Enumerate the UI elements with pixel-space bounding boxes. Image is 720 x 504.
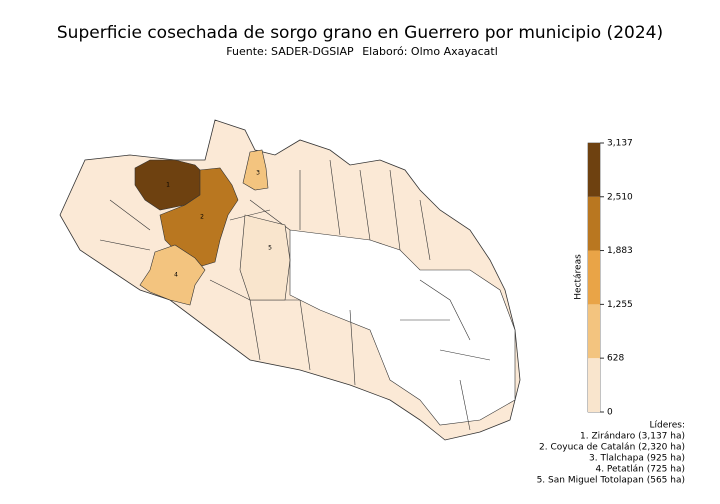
municipality: [242, 149, 269, 191]
municipality: [239, 214, 291, 301]
leader-entry: 3. Tlalchapa (925 ha): [589, 454, 685, 464]
colorbar-tick-label: 1,883: [607, 246, 633, 256]
colorbar-tick-label: 0: [607, 408, 613, 418]
map-rank-label: 5: [268, 245, 272, 252]
leader-municipalities: 1 2 3 4 5: [134, 149, 291, 306]
title: Superficie cosechada de sorgo grano en G…: [57, 23, 663, 43]
map-rank-label: 3: [256, 170, 260, 177]
state-map: [59, 119, 521, 441]
colorbar-tick-label: 628: [607, 354, 624, 364]
colorbar-tick-label: 1,255: [607, 300, 633, 310]
leader-entry: 4. Petatlán (725 ha): [595, 465, 685, 475]
colorbar-tick-label: 3,137: [607, 139, 633, 149]
municipality: [139, 244, 206, 306]
municipality: [159, 167, 239, 269]
colorbar-band: [588, 250, 600, 305]
colorbar-band: [588, 304, 600, 359]
leaders-heading: Líderes:: [649, 421, 685, 431]
leader-entry: 5. San Miguel Totolapan (565 ha): [537, 476, 685, 486]
leader-entry: 1. Zirándaro (3,137 ha): [580, 432, 685, 442]
colorbar-band: [588, 196, 600, 251]
author: Elaboró: Olmo Axayacatl: [362, 45, 498, 58]
map-rank-label: 1: [166, 182, 170, 189]
colorbar-tick-label: 2,510: [607, 192, 633, 202]
no-data-region: [289, 229, 516, 426]
municipal-borders: [99, 159, 491, 431]
source: Fuente: SADER-DGSIAP: [226, 45, 354, 58]
colorbar-band: [588, 143, 600, 197]
colorbar-label: Hectáreas: [574, 254, 584, 300]
map-rank-label: 4: [174, 272, 178, 279]
leader-entry: 2. Coyuca de Catalán (2,320 ha): [539, 443, 685, 453]
colorbar-band: [588, 358, 600, 412]
map-rank-label: 2: [200, 214, 204, 221]
